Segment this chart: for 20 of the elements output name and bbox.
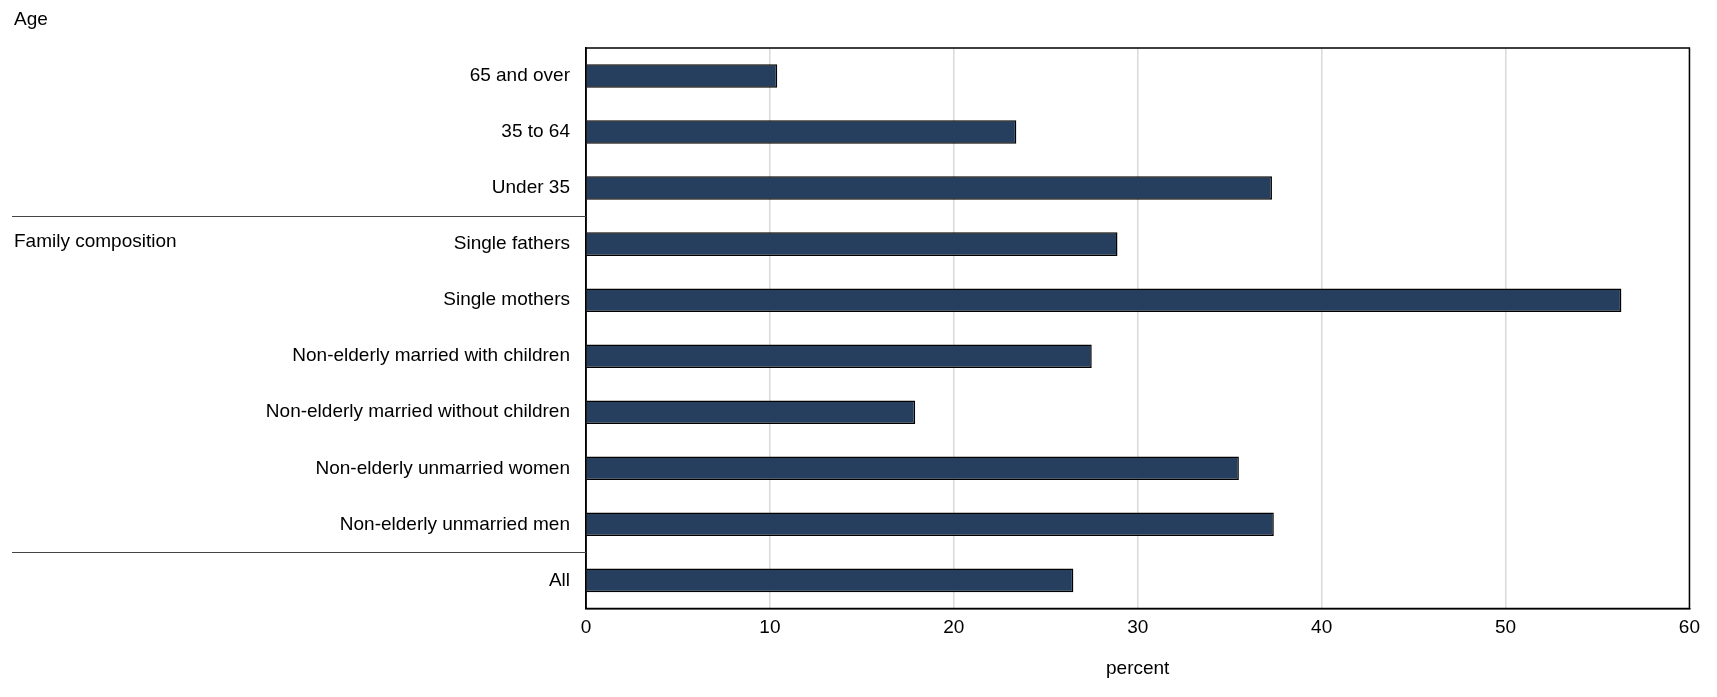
x-tick-label: 0 [580,616,592,638]
y-tick-label: Under 35 [491,176,570,198]
y-tick-label: Non-elderly married with children [292,344,570,366]
y-tick-label: Non-elderly unmarried women [315,456,570,478]
x-tick-label: 20 [943,616,965,638]
x-tick-label: 40 [1311,616,1333,638]
x-tick-label: 60 [1678,616,1700,638]
y-tick-label: Single fathers [453,232,570,254]
x-axis-title: percent [1106,656,1171,678]
x-tick-label: 50 [1494,616,1517,638]
text: Family composition [14,230,177,253]
y-tick-label: All [548,568,570,590]
y-tick-label: 65 and over [469,64,571,86]
y-tick-label: 35 to 64 [501,120,571,142]
x-tick-label: 30 [1127,616,1149,638]
text: Age [14,8,48,30]
y-tick-label: Non-elderly unmarried men [339,512,570,534]
y-tick-label: Non-elderly married without children [265,400,570,422]
y-tick-label: Single mothers [443,288,570,310]
x-tick-label: 10 [759,616,781,638]
